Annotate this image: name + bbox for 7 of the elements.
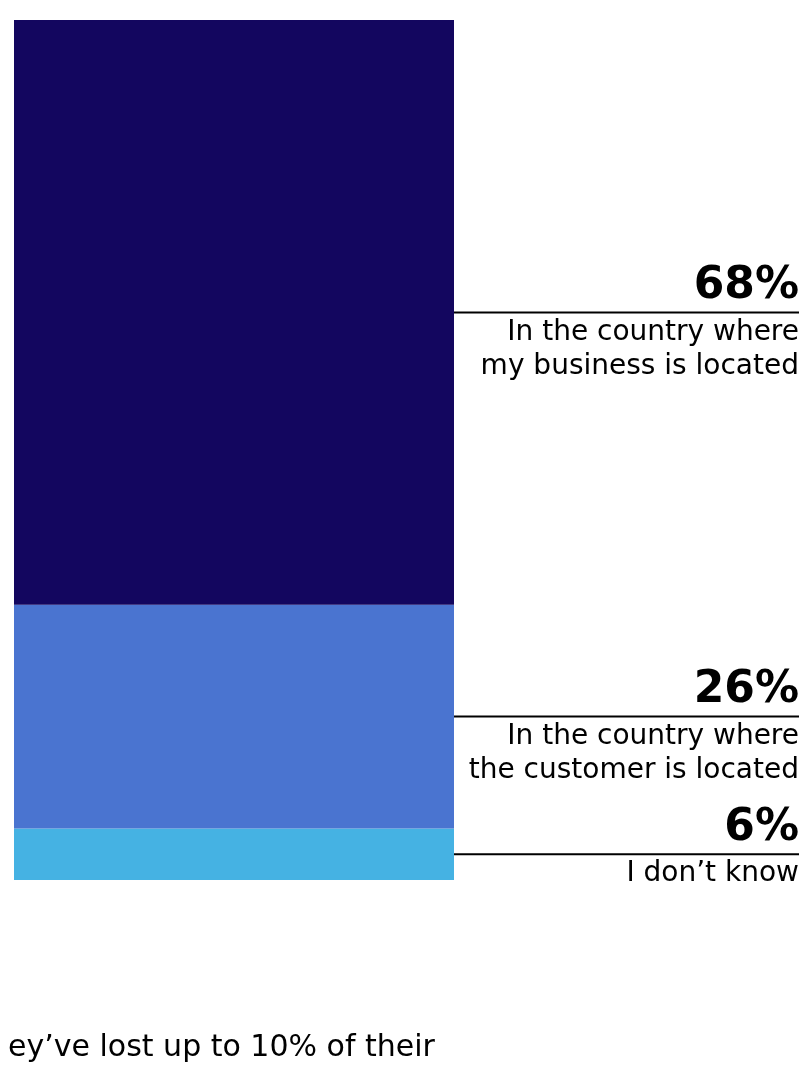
series-label: In the country where my business is located (480, 313, 799, 381)
series-label: In the country where the customer is located (468, 717, 799, 785)
text: ey’ve lost up to 10% of their (8, 1028, 436, 1063)
data-label: 26% (693, 661, 799, 713)
data-label: 68% (693, 256, 799, 308)
data-label: 6% (724, 798, 799, 850)
text: I don’t know (626, 855, 799, 889)
